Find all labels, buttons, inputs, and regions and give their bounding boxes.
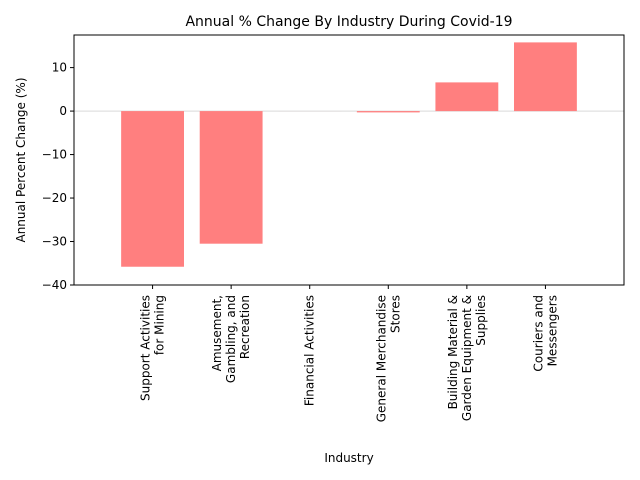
bar (514, 42, 577, 112)
y-tick-label: −30 (42, 235, 67, 249)
x-axis-label: Industry (324, 451, 373, 465)
x-tick-label-line: Supplies (474, 295, 488, 346)
x-tick-label-line: General Merchandise (374, 295, 388, 422)
bar (435, 82, 499, 112)
x-tick-label-line: Couriers and (531, 295, 545, 372)
x-tick-label: Financial Activities (303, 295, 317, 406)
x-tick-label-line: Financial Activities (303, 295, 317, 406)
x-tick-label-line: Garden Equipment & (460, 295, 474, 421)
x-tick-label: Support Activitiesfor Mining (139, 295, 167, 401)
x-tick-label: Building Material &Garden Equipment &Sup… (446, 295, 488, 421)
x-tick-label-line: Stores (388, 295, 402, 333)
x-tick-label: General MerchandiseStores (374, 295, 402, 422)
y-tick-label: −20 (42, 191, 67, 205)
chart-title: Annual % Change By Industry During Covid… (185, 14, 512, 30)
plot-area: −40 −30 −20 −10 0 10 Support Activitiesfor Min… (42, 34, 625, 422)
x-tick-label-line: Gambling, and (224, 295, 238, 383)
bar (121, 111, 184, 267)
y-tick-label: 10 (52, 61, 67, 75)
x-tick-label-line: Support Activities (139, 295, 153, 401)
bar (199, 111, 263, 244)
bar (356, 111, 420, 113)
y-tick-label: −40 (42, 278, 67, 292)
x-tick-label: Couriers andMessengers (531, 295, 559, 372)
x-tick-label: Amusement,Gambling, andRecreation (210, 295, 252, 383)
x-tick-label-line: Messengers (545, 295, 559, 366)
axes-frame (73, 34, 625, 286)
x-tick-label-line: for Mining (153, 295, 167, 355)
y-tick-label: 0 (59, 104, 67, 118)
y-axis-label: Annual Percent Change (%) (14, 77, 28, 242)
x-tick-label-line: Amusement, (210, 295, 224, 371)
y-tick-label: −10 (42, 148, 67, 162)
x-tick-label-line: Building Material & (446, 295, 460, 409)
x-tick-label-line: Recreation (238, 295, 252, 359)
